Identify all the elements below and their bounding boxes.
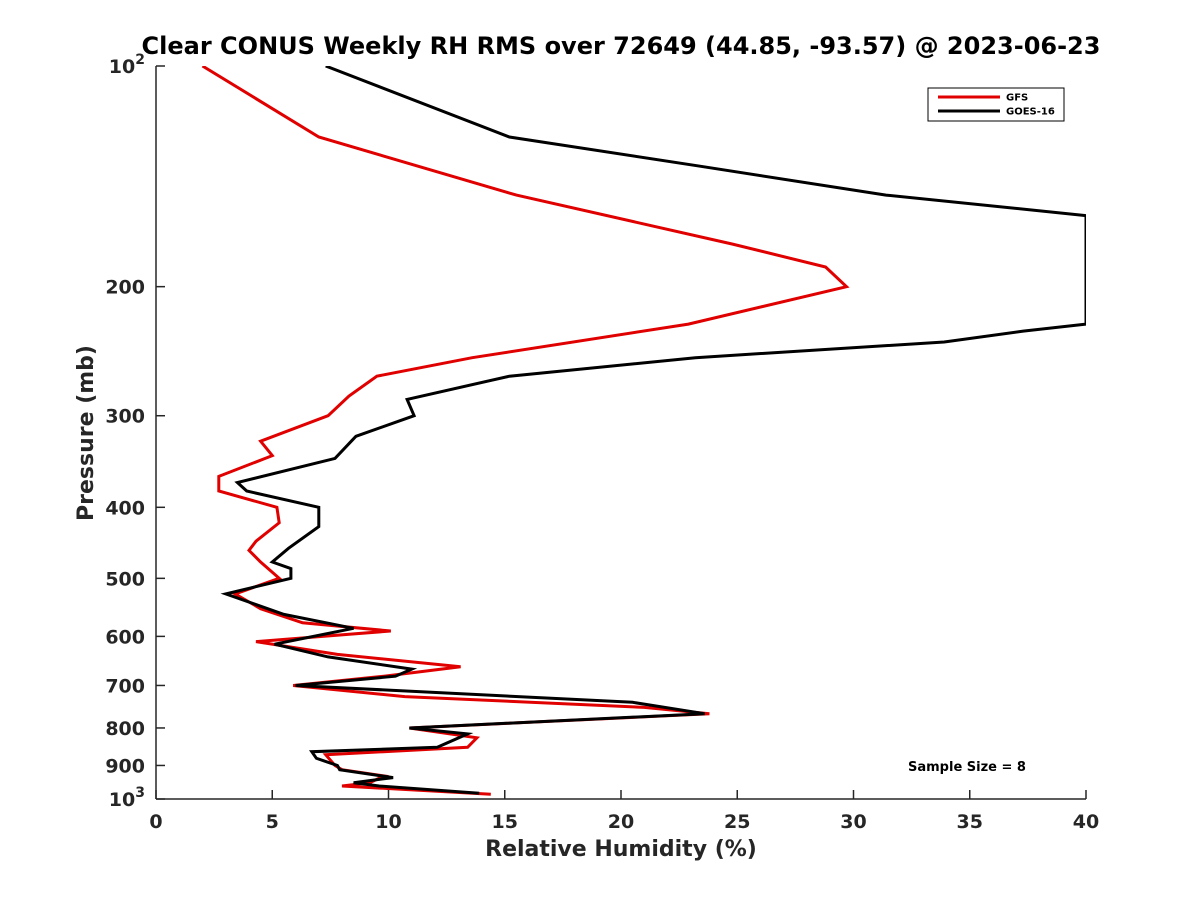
y-tick-label: 300 [105, 406, 145, 428]
series-line-goes-16 [220, 66, 1086, 795]
legend-label: GOES-16 [1006, 107, 1055, 118]
y-tick-label: 700 [105, 675, 145, 697]
plot-frame [156, 66, 1086, 799]
x-axis-ticks: 0 5 10 15 20 25 30 35 40 [149, 790, 1099, 833]
y-tick-label: 500 [105, 568, 145, 590]
legend: GFS GOES-16 [927, 87, 1065, 122]
x-tick-label: 25 [724, 811, 750, 833]
y-tick-exponent: 2 [135, 52, 145, 68]
x-tick-label: 5 [266, 811, 279, 833]
x-tick-label: 35 [957, 811, 983, 833]
y-tick-label: 600 [105, 626, 145, 648]
y-axis-ticks: 102 200 300 400 500 600 700 800 900 103 [105, 52, 165, 811]
y-tick-label: 102 [109, 52, 145, 78]
x-tick-label: 20 [608, 811, 634, 833]
legend-items: GFS GOES-16 [938, 93, 1055, 118]
x-tick-label: 40 [1073, 811, 1099, 833]
x-tick-label: 15 [492, 811, 518, 833]
y-tick-label: 200 [105, 277, 145, 299]
y-tick-label: 900 [105, 755, 145, 777]
y-tick-exponent: 3 [135, 785, 145, 801]
x-tick-label: 10 [375, 811, 401, 833]
sample-size-annotation: Sample Size = 8 [908, 760, 1026, 775]
legend-box [927, 87, 1065, 122]
series-line-gfs [201, 66, 850, 796]
legend-label: GFS [1006, 93, 1028, 104]
x-tick-label: 0 [149, 811, 162, 833]
plot-area: 0 5 10 15 20 25 30 35 40 102 200 300 400 500 600 700 80… [105, 52, 1099, 833]
series-group [201, 66, 1086, 796]
x-tick-label: 30 [840, 811, 866, 833]
y-tick-label: 400 [105, 497, 145, 519]
chart-title: Clear CONUS Weekly RH RMS over 72649 (44… [142, 32, 1101, 60]
y-tick-label: 103 [109, 785, 145, 811]
x-axis-label: Relative Humidity (%) [485, 837, 757, 862]
y-axis-label: Pressure (mb) [74, 345, 99, 521]
y-tick-label: 800 [105, 718, 145, 740]
